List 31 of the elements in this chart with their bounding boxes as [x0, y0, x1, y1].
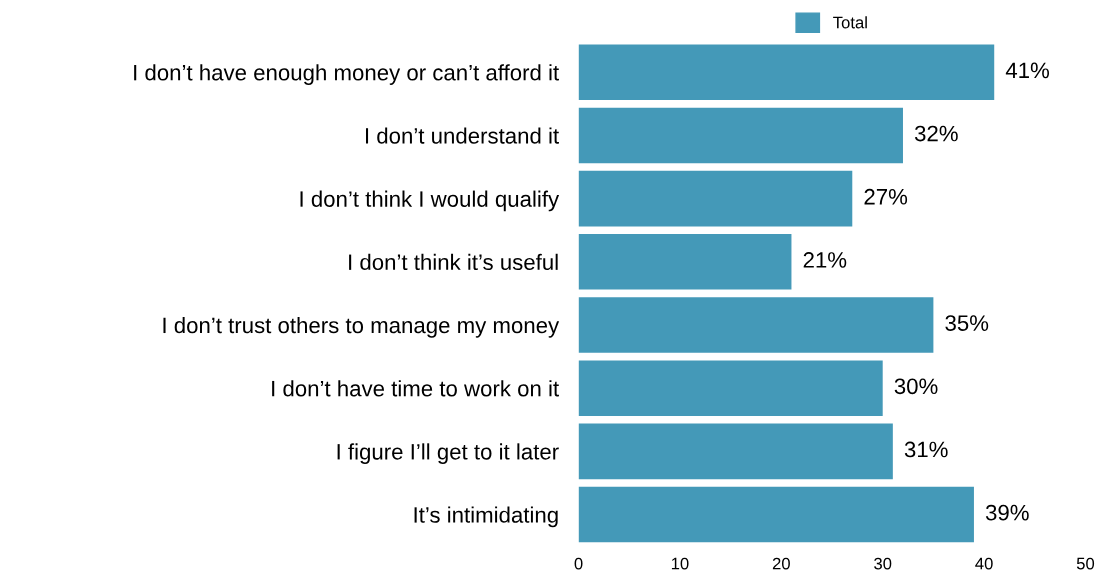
y-tick-label: It’s intimidating	[414, 506, 558, 528]
bar	[578, 360, 883, 416]
y-tick-label: I don’t think it’s useful	[349, 253, 558, 271]
x-tick-label: 20	[772, 557, 790, 570]
data-label: 30%	[894, 378, 938, 395]
bar	[578, 44, 995, 101]
bar	[578, 107, 903, 164]
bar	[578, 297, 934, 353]
x-tick-label: 50	[1076, 557, 1095, 570]
y-tick-label: I don’t have enough money or can’t afford it	[134, 64, 559, 85]
data-label: 35%	[945, 315, 989, 331]
data-label: 41%	[1005, 62, 1050, 79]
y-tick-label: I don’t trust others to manage my money	[163, 316, 560, 338]
y-tick-label: I don’t think I would qualify	[300, 190, 560, 212]
bar	[578, 234, 792, 290]
x-tick-label: 30	[874, 557, 892, 570]
data-label: 32%	[914, 125, 958, 142]
data-label: 39%	[985, 504, 1029, 521]
bar	[578, 170, 853, 227]
y-tick-label: I don’t have time to work on it	[272, 380, 559, 397]
x-tick-label: 0	[574, 557, 583, 570]
data-label: 31%	[904, 441, 948, 458]
bar	[578, 486, 974, 543]
legend-label: Total	[833, 16, 867, 29]
x-tick-label: 40	[975, 557, 993, 570]
x-tick-label: 10	[671, 557, 689, 570]
data-label: 21%	[803, 252, 847, 268]
y-tick-label: I don’t understand it	[365, 127, 559, 144]
data-label: 27%	[864, 188, 908, 205]
bar	[578, 423, 893, 480]
y-tick-label: I figure I’ll get to it later	[337, 443, 559, 465]
